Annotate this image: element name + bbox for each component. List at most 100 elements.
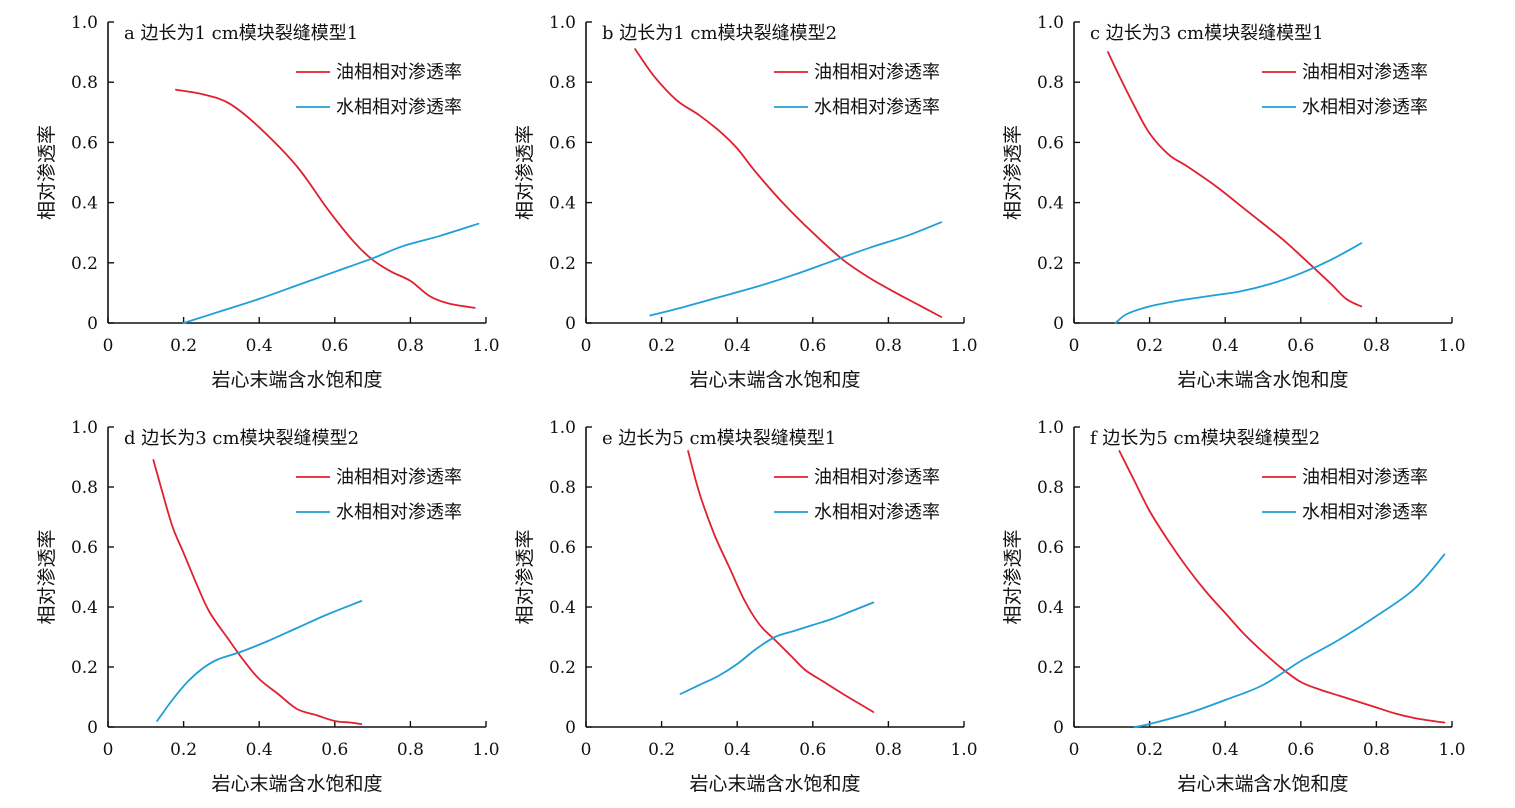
legend-label: 水相相对渗透率	[814, 97, 940, 118]
legend-label: 油相相对渗透率	[814, 62, 940, 83]
x-axis-label: 岩心末端含水饱和度	[1177, 369, 1348, 391]
x-tick-label: 0.4	[724, 740, 751, 760]
y-tick-label: 0.6	[549, 538, 576, 558]
x-tick-label: 0	[103, 740, 114, 760]
legend-label: 油相相对渗透率	[336, 467, 462, 488]
x-axis-label: 岩心末端含水饱和度	[211, 773, 382, 795]
chart-title: d 边长为3 cm模块裂缝模型2	[124, 428, 359, 449]
y-tick-label: 1.0	[549, 13, 576, 33]
y-tick-label: 0	[565, 718, 576, 738]
x-axis-label: 岩心末端含水饱和度	[1177, 773, 1348, 795]
y-tick-label: 0.2	[549, 254, 576, 274]
chart-panel-f: 0 0.2 0.4 0.6 0.8 1.0 0 0.2 0.4 0.6 0.8 1.0 f 边长为5 c…	[1002, 418, 1466, 795]
chart-title: e 边长为5 cm模块裂缝模型1	[602, 428, 836, 449]
oil-series-line	[687, 450, 875, 713]
y-tick-label: 0.6	[71, 538, 98, 558]
y-tick-label: 0.6	[1037, 133, 1064, 153]
legend-label: 水相相对渗透率	[336, 97, 462, 118]
legend-label: 油相相对渗透率	[1302, 467, 1428, 488]
y-tick-label: 0.8	[71, 478, 98, 498]
water-series-line	[679, 601, 875, 695]
chart-title: a 边长为1 cm模块裂缝模型1	[124, 23, 358, 44]
x-tick-label: 0.8	[1363, 336, 1390, 356]
x-tick-label: 0.8	[1363, 740, 1390, 760]
chart-title: b 边长为1 cm模块裂缝模型2	[602, 23, 837, 44]
x-tick-label: 0	[581, 336, 592, 356]
chart-title: f 边长为5 cm模块裂缝模型2	[1090, 428, 1320, 449]
y-tick-label: 0.6	[549, 133, 576, 153]
x-tick-label: 0.4	[1212, 740, 1239, 760]
y-tick-label: 0.4	[71, 598, 98, 618]
y-tick-label: 0.8	[1037, 478, 1064, 498]
x-tick-label: 0	[103, 336, 114, 356]
x-tick-label: 0.8	[875, 740, 902, 760]
y-tick-label: 0.4	[1037, 194, 1064, 214]
y-tick-label: 0	[1053, 314, 1064, 334]
x-tick-label: 0.2	[1136, 740, 1163, 760]
y-tick-label: 0	[1053, 718, 1064, 738]
oil-series-line	[634, 48, 943, 318]
water-series-line	[1114, 242, 1363, 324]
y-tick-label: 1.0	[1037, 13, 1064, 33]
chart-panel-c: 0 0.2 0.4 0.6 0.8 1.0 0 0.2 0.4 0.6 0.8 1.0 c 边长为3 c…	[1002, 13, 1466, 391]
x-tick-label: 0	[581, 740, 592, 760]
x-tick-label: 0.6	[321, 336, 348, 356]
x-tick-label: 1.0	[472, 740, 499, 760]
chart-panel-e: 0 0.2 0.4 0.6 0.8 1.0 0 0.2 0.4 0.6 0.8 1.0 e 边长为5 c…	[514, 418, 978, 795]
y-axis-label: 相对渗透率	[36, 125, 58, 220]
x-tick-label: 0.2	[648, 336, 675, 356]
x-tick-label: 1.0	[1438, 336, 1465, 356]
x-tick-label: 0.2	[1136, 336, 1163, 356]
y-tick-label: 0.8	[1037, 73, 1064, 93]
y-tick-label: 0.4	[71, 194, 98, 214]
y-tick-label: 0	[87, 314, 98, 334]
x-tick-label: 0.2	[170, 336, 197, 356]
legend-label: 水相相对渗透率	[1302, 97, 1428, 118]
x-tick-label: 1.0	[1438, 740, 1465, 760]
x-tick-label: 0.6	[799, 336, 826, 356]
y-axis-label: 相对渗透率	[1002, 125, 1024, 220]
x-tick-label: 0.6	[1287, 336, 1314, 356]
x-tick-label: 0.2	[170, 740, 197, 760]
y-tick-label: 0.8	[549, 478, 576, 498]
x-tick-label: 0.6	[321, 740, 348, 760]
x-tick-label: 1.0	[950, 336, 977, 356]
y-tick-label: 0.2	[549, 658, 576, 678]
legend-label: 水相相对渗透率	[336, 502, 462, 523]
x-tick-label: 0.4	[1212, 336, 1239, 356]
y-tick-label: 1.0	[1037, 418, 1064, 438]
x-axis-label: 岩心末端含水饱和度	[689, 773, 860, 795]
legend-label: 油相相对渗透率	[814, 467, 940, 488]
chart-title: c 边长为3 cm模块裂缝模型1	[1090, 23, 1324, 44]
oil-series-line	[175, 88, 476, 309]
legend-label: 水相相对渗透率	[1302, 502, 1428, 523]
x-tick-label: 0.6	[799, 740, 826, 760]
legend-label: 油相相对渗透率	[336, 62, 462, 83]
y-tick-label: 0.6	[71, 133, 98, 153]
y-tick-label: 0.2	[71, 658, 98, 678]
y-tick-label: 0	[87, 718, 98, 738]
x-tick-label: 0.6	[1287, 740, 1314, 760]
x-tick-label: 0.8	[397, 740, 424, 760]
y-tick-label: 0.4	[549, 598, 576, 618]
water-series-line	[182, 222, 480, 324]
y-tick-label: 0	[565, 314, 576, 334]
y-tick-label: 0.2	[71, 254, 98, 274]
x-tick-label: 0.4	[724, 336, 751, 356]
water-series-line	[649, 221, 943, 317]
chart-panel-d: 0 0.2 0.4 0.6 0.8 1.0 0 0.2 0.4 0.6 0.8 1.0 d 边长为3 c…	[36, 418, 500, 795]
oil-series-line	[152, 459, 363, 725]
y-tick-label: 0.2	[1037, 254, 1064, 274]
legend-label: 水相相对渗透率	[814, 502, 940, 523]
y-tick-label: 1.0	[71, 13, 98, 33]
chart-panel-a: 0 0.2 0.4 0.6 0.8 1.0 0 0.2 0.4 0.6 0.8 1.0 a 边长为1 c…	[36, 13, 500, 391]
oil-series-line	[1118, 450, 1446, 724]
x-tick-label: 0.8	[397, 336, 424, 356]
y-tick-label: 0.2	[1037, 658, 1064, 678]
oil-series-line	[1107, 51, 1363, 308]
x-tick-label: 0.8	[875, 336, 902, 356]
x-tick-label: 0.2	[648, 740, 675, 760]
water-series-line	[1133, 553, 1446, 728]
x-tick-label: 0	[1069, 740, 1080, 760]
